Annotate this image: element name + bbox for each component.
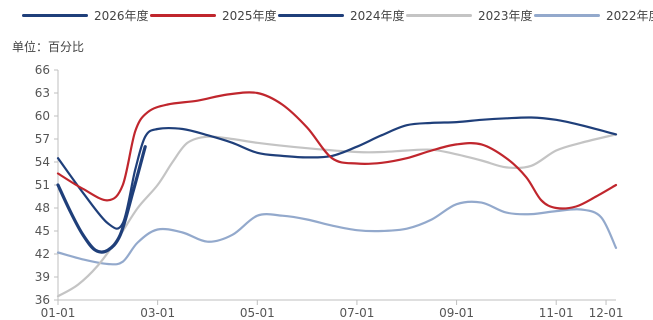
chart-legend: 2026年度 2025年度 2024年度 2023年度 2022年度 xyxy=(0,4,653,26)
y-tick-label: 51 xyxy=(35,178,50,192)
legend-item: 2026年度 xyxy=(22,4,149,26)
legend-label: 2025年度 xyxy=(222,8,277,23)
series-line-2025年度 xyxy=(56,91,618,210)
legend-swatch xyxy=(22,13,88,17)
series-line-2024年度 xyxy=(56,116,618,230)
legend-label: 2022年度 xyxy=(606,8,653,23)
legend-label: 2026年度 xyxy=(94,8,149,23)
legend-swatch xyxy=(406,13,472,17)
x-tick-label: 03-01 xyxy=(140,306,175,320)
x-tick-label: 07-01 xyxy=(339,306,374,320)
series-line-2026年度 xyxy=(56,145,147,254)
y-tick-label: 66 xyxy=(35,63,50,77)
x-tick-label: 09-01 xyxy=(439,306,474,320)
legend-swatch xyxy=(278,13,344,17)
x-tick-label: 12-01 xyxy=(589,306,624,320)
y-tick-label: 60 xyxy=(35,109,50,123)
legend-item: 2025年度 xyxy=(150,4,277,26)
y-tick-label: 36 xyxy=(35,293,50,307)
y-tick-label: 48 xyxy=(35,201,50,215)
chart-axes: 36 39 42 45 48 51 54 57 60 63 66 01-01 03-01 05-01 07-… xyxy=(35,63,624,320)
legend-swatch xyxy=(534,13,600,17)
y-tick-label: 63 xyxy=(35,86,50,100)
unit-label: 单位：百分比 xyxy=(12,40,85,54)
y-tick-label: 54 xyxy=(35,155,50,169)
legend-item: 2022年度 xyxy=(534,4,653,26)
legend-label: 2024年度 xyxy=(350,8,405,23)
x-tick-label: 01-01 xyxy=(41,306,76,320)
y-tick-label: 42 xyxy=(35,247,50,261)
y-tick-label: 57 xyxy=(35,132,50,146)
legend-item: 2024年度 xyxy=(278,4,405,26)
y-tick-label: 39 xyxy=(35,270,50,284)
legend-label: 2023年度 xyxy=(478,8,533,23)
series-line-2022年度 xyxy=(56,200,618,266)
x-tick-label: 11-01 xyxy=(539,306,574,320)
series-layer xyxy=(56,91,618,298)
legend-swatch xyxy=(150,13,216,17)
y-tick-label: 45 xyxy=(35,224,50,238)
series-line-2023年度 xyxy=(56,133,618,298)
x-tick-label: 05-01 xyxy=(240,306,275,320)
legend-item: 2023年度 xyxy=(406,4,533,26)
